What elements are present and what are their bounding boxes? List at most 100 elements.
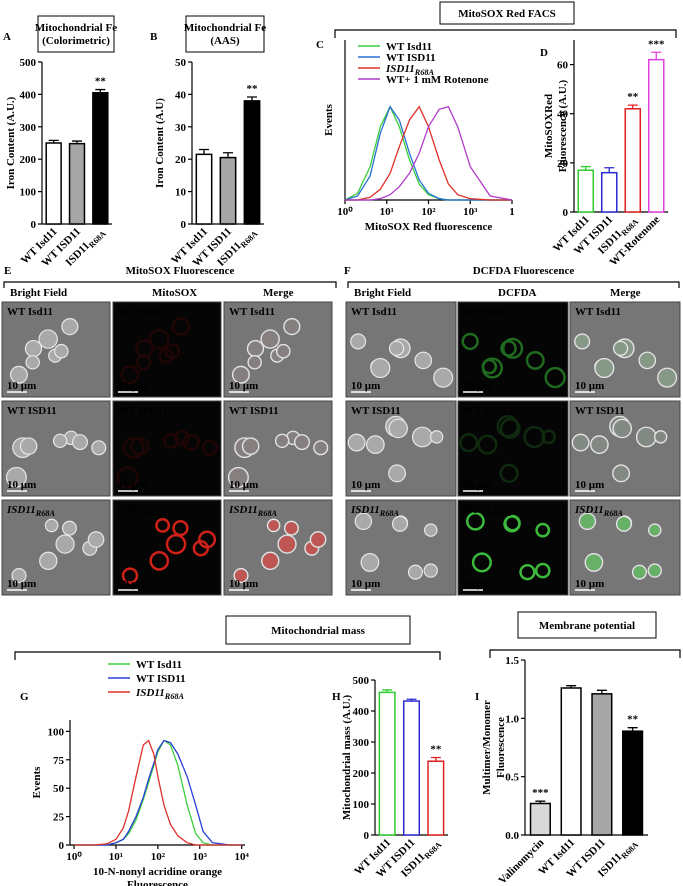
significance: *** [648,38,665,50]
bar [600,171,618,213]
y-axis-label: Mitochondrial mass (A.U.) [341,695,353,821]
cell-overlay [591,436,608,453]
subscript: R68A [423,840,444,861]
error-bar [406,698,417,702]
row-label: ISD11R68A [117,504,167,518]
y-tick-label: 50 [53,783,65,795]
bar [622,730,644,836]
cell [116,466,139,489]
y-tick-label: 1.5 [505,655,519,667]
subscript: R68A [620,840,641,861]
cell [433,367,454,388]
legend-label: WT Isd11 [136,659,182,671]
cell-overlay [640,353,655,368]
subscript: R68A [87,229,108,250]
cell [590,435,609,454]
error-bar [223,152,233,158]
bar [624,108,642,213]
cell [612,340,629,357]
error-bar [430,756,441,762]
scale-bar-label: 10 µm [229,578,258,590]
cell-overlay [249,356,261,368]
y-axis-label: Events [323,103,335,136]
cell-overlay [614,420,631,437]
y-tick-label: 0 [181,219,187,231]
subscript: R68A [603,509,624,518]
cell-overlay [573,435,588,450]
y-tick-label: 0.5 [505,772,519,784]
cell [121,567,139,584]
cell-overlay [649,524,660,536]
y-axis-label: Fluorescence (A.U.) [557,79,569,172]
bar [92,92,109,225]
scale-bar-label: 10 µm [118,479,147,491]
subscript: R68A [257,509,278,518]
cell [471,552,492,573]
y-tick-label: 60 [557,60,569,72]
cell [130,436,150,456]
y-tick-label: 40 [175,89,187,101]
cell [247,355,262,370]
scale-bar-label: 10 µm [463,578,492,590]
cell [44,518,59,533]
row-label: WT ISD11 [118,405,168,417]
y-tick-label: 500 [20,57,37,69]
cell [260,329,280,349]
micrograph [457,301,569,398]
x-tick-label: 1 [509,206,515,218]
significance: ** [247,83,259,95]
cell [574,333,591,350]
legend-label: WT ISD11 [136,673,186,685]
series-line [345,105,513,201]
y-tick-label: 500 [353,675,370,687]
cell [38,329,58,349]
cell [523,425,546,449]
cell [544,366,566,389]
cell [499,463,519,483]
panel-letter: F [344,265,351,277]
header: MitoSOX Red FACS [458,8,556,20]
bar [68,142,86,225]
significance: *** [532,787,549,799]
y-tick-label: 0.0 [505,830,519,842]
y-tick-label: 0 [563,207,569,219]
cell [283,318,301,336]
scale-bar-label: 10 µm [575,479,604,491]
subscript: R68A [414,68,435,77]
bar [529,802,551,836]
row-label: ISD11R68A [574,504,624,518]
row-label: WT ISD11 [7,405,57,417]
row-label: WT ISD11 [575,405,625,417]
row-label: WT Isd11 [351,306,397,318]
cell [414,351,433,370]
cell-overlay [613,465,629,481]
cell [149,551,170,571]
cell [424,523,438,537]
scale-bar-label: 10 µm [118,380,147,392]
x-tick-label: Valinomycin [496,837,546,886]
bracket [3,281,337,288]
cell [612,464,631,483]
panel-letter: D [540,47,548,59]
bar [378,691,396,836]
panel-title: DCFDA Fluorescence [473,265,575,277]
scale-bar-label: 10 µm [7,479,36,491]
cell [5,466,27,488]
subscript: R68A [146,509,167,518]
cell [519,564,536,581]
y-tick-label: 50 [175,57,187,69]
error-bar [247,96,257,101]
y-tick-label: 30 [175,122,187,134]
significance: ** [95,76,107,88]
cell-overlay [658,369,676,387]
cell [407,564,423,580]
cell [172,520,189,537]
cell [360,553,380,572]
y-tick-label: 75 [53,755,65,767]
cell [525,350,545,370]
cell [120,365,140,385]
panel-letter: C [316,39,324,51]
error-bar [535,800,546,804]
cell [24,339,43,358]
cell [294,434,311,451]
